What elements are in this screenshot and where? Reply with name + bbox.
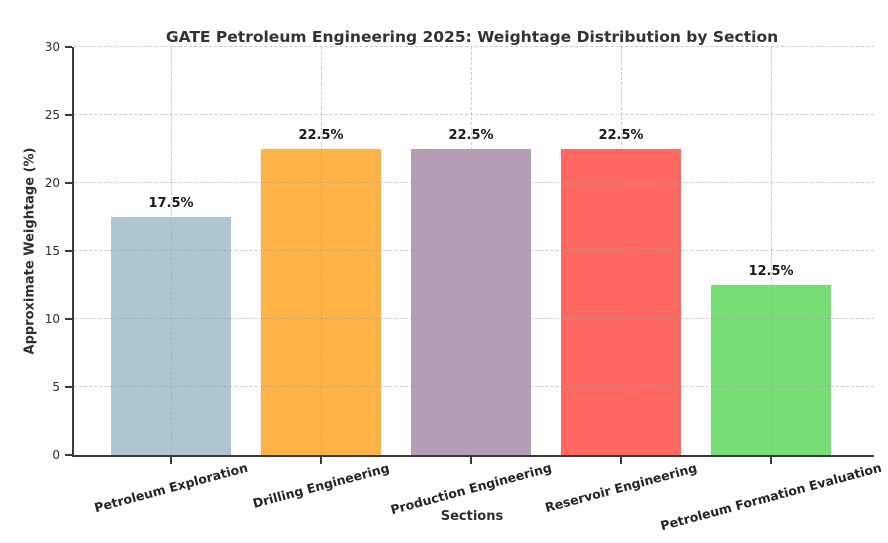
y-gridline — [74, 318, 874, 319]
y-gridline — [74, 114, 874, 115]
xtick-label-drilling-engineering: Drilling Engineering — [251, 459, 391, 511]
y-tick-mark — [65, 454, 72, 456]
x-gridline — [471, 47, 472, 455]
y-tick-label: 0 — [52, 447, 60, 462]
y-tick-mark — [65, 386, 72, 388]
x-tick-mark — [620, 457, 622, 464]
chart-title: GATE Petroleum Engineering 2025: Weighta… — [165, 28, 779, 46]
y-tick-label: 20 — [44, 175, 60, 190]
y-gridline — [74, 182, 874, 183]
xtick-label-reservoir-engineering: Reservoir Engineering — [543, 459, 699, 515]
y-tick-label: 30 — [44, 39, 60, 54]
x-gridline — [621, 47, 622, 455]
y-tick-label: 15 — [44, 243, 60, 258]
y-tick-mark — [65, 46, 72, 48]
x-gridline — [321, 47, 322, 455]
y-tick-label: 25 — [44, 107, 60, 122]
x-tick-mark — [320, 457, 322, 464]
x-tick-mark — [170, 457, 172, 464]
bar-value-label: 22.5% — [298, 128, 344, 143]
y-gridline — [74, 46, 874, 47]
x-tick-mark — [770, 457, 772, 464]
y-tick-label: 5 — [52, 379, 60, 394]
y-tick-mark — [65, 250, 72, 252]
bar-value-label: 17.5% — [148, 196, 194, 211]
y-tick-mark — [65, 318, 72, 320]
y-tick-label: 10 — [44, 311, 60, 326]
y-gridline — [74, 386, 874, 387]
y-tick-mark — [65, 182, 72, 184]
y-tick-mark — [65, 114, 72, 116]
x-axis-label: Sections — [440, 509, 504, 524]
bar-value-label: 12.5% — [748, 264, 794, 279]
y-gridline — [74, 250, 874, 251]
bar-value-label: 22.5% — [448, 128, 494, 143]
x-tick-mark — [470, 457, 472, 464]
bar-value-label: 22.5% — [598, 128, 644, 143]
plot-area: 0 5 10 15 20 25 30 17.5% Petroleum Exploration 22… — [45, 40, 883, 534]
x-gridline — [171, 47, 172, 455]
x-gridline — [771, 47, 772, 455]
xtick-label-petroleum-exploration: Petroleum Exploration — [92, 459, 250, 516]
